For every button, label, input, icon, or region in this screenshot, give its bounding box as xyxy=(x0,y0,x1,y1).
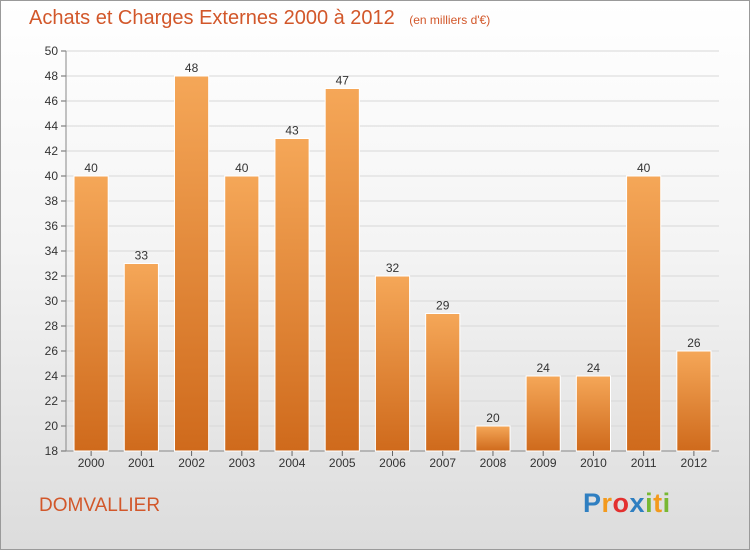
logo-letter: P xyxy=(583,488,602,518)
y-tick-label: 26 xyxy=(45,344,59,358)
y-tick-label: 50 xyxy=(45,44,59,58)
bar-2005 xyxy=(324,88,360,452)
y-tick-label: 44 xyxy=(45,119,59,133)
data-label: 40 xyxy=(84,161,98,175)
data-label: 32 xyxy=(386,261,400,275)
bar-2006 xyxy=(374,275,411,452)
y-tick-label: 22 xyxy=(45,394,59,408)
logo-letter: i xyxy=(645,488,654,518)
y-axis-ticks: 18 20 22 24 26 28 30 32 34 36 38 40 42 44 46 48 50 xyxy=(45,44,719,458)
data-label: 40 xyxy=(637,161,651,175)
logo-letter: r xyxy=(601,488,613,518)
x-tick-label: 2008 xyxy=(480,456,507,470)
data-label: 43 xyxy=(285,124,299,138)
x-tick-label: 2005 xyxy=(329,456,356,470)
bar-2010 xyxy=(575,375,612,452)
logo-letter: i xyxy=(662,488,671,518)
y-tick-label: 20 xyxy=(45,419,59,433)
x-tick-label: 2001 xyxy=(128,456,155,470)
title-unit: (en milliers d'€) xyxy=(409,13,491,27)
title-main: Achats et Charges Externes 2000 à 2012 xyxy=(29,7,395,29)
x-tick-label: 2002 xyxy=(178,456,205,470)
y-tick-label: 18 xyxy=(45,444,59,458)
y-tick-label: 46 xyxy=(45,94,59,108)
data-label: 47 xyxy=(336,74,350,88)
logo-letter: o xyxy=(612,488,630,518)
bar-2012 xyxy=(676,350,712,452)
data-label: 24 xyxy=(587,361,601,375)
bar-2009 xyxy=(525,375,561,452)
bar-2008 xyxy=(475,425,511,452)
data-label: 40 xyxy=(235,161,249,175)
y-tick-label: 30 xyxy=(45,294,59,308)
bar-2000 xyxy=(73,175,109,452)
y-tick-label: 24 xyxy=(45,369,59,383)
logo-letter: t xyxy=(653,488,663,518)
x-tick-label: 2003 xyxy=(228,456,255,470)
y-tick-label: 36 xyxy=(45,219,59,233)
bar-2003 xyxy=(224,175,260,452)
data-label: 33 xyxy=(135,249,149,263)
commune-name: DOMVALLIER xyxy=(39,495,161,516)
y-tick-label: 42 xyxy=(45,144,59,158)
y-tick-label: 28 xyxy=(45,319,59,333)
x-tick-label: 2012 xyxy=(681,456,708,470)
data-labels: 40 33 48 40 43 47 32 29 20 24 24 40 26 xyxy=(84,61,700,425)
bar-2007 xyxy=(425,313,461,452)
x-tick-label: 2000 xyxy=(78,456,105,470)
x-axis-ticks: 2000 2001 2002 2003 2004 2005 2006 2007 2008 2009… xyxy=(78,451,708,470)
x-tick-label: 2004 xyxy=(279,456,306,470)
bar-2002 xyxy=(173,75,210,452)
proxiti-logo: Proxiti xyxy=(583,488,671,519)
bar-2011 xyxy=(626,175,662,452)
x-tick-label: 2011 xyxy=(631,456,657,470)
bar-2004 xyxy=(274,138,310,452)
data-label: 20 xyxy=(486,411,500,425)
y-tick-label: 40 xyxy=(45,169,59,183)
data-label: 24 xyxy=(537,361,551,375)
bar-2001 xyxy=(123,263,159,452)
logo-letter: x xyxy=(629,488,646,518)
x-tick-label: 2009 xyxy=(530,456,557,470)
x-tick-label: 2006 xyxy=(379,456,406,470)
data-label: 26 xyxy=(687,336,701,350)
data-label: 48 xyxy=(185,61,199,75)
x-tick-label: 2007 xyxy=(429,456,456,470)
y-tick-label: 48 xyxy=(45,69,59,83)
y-tick-label: 32 xyxy=(45,269,59,283)
chart-title: Achats et Charges Externes 2000 à 2012 (… xyxy=(29,7,490,30)
x-tick-label: 2010 xyxy=(580,456,607,470)
y-tick-label: 38 xyxy=(45,194,59,208)
data-label: 29 xyxy=(436,299,450,313)
y-tick-label: 34 xyxy=(45,244,59,258)
